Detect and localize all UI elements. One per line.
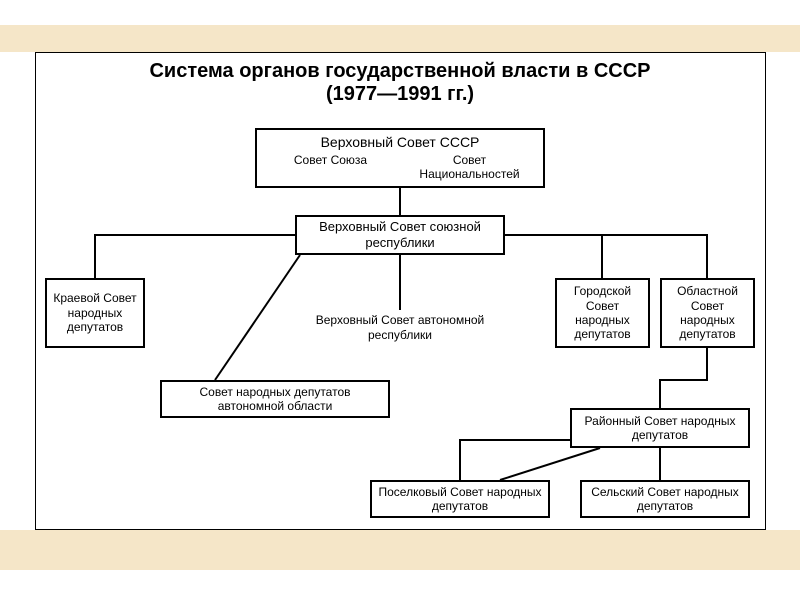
node-label: Районный Совет народных депутатов bbox=[576, 414, 744, 443]
node-label: Сельский Совет народных депутатов bbox=[586, 485, 744, 514]
node-label: Краевой Совет народных депутатов bbox=[51, 291, 139, 334]
sub-labels: Совет Союза Совет Национальностей bbox=[261, 153, 539, 182]
node-autonomous-oblast: Совет народных депутатов автономной обла… bbox=[160, 380, 390, 418]
sub-left: Совет Союза bbox=[264, 153, 397, 182]
node-label: Совет народных депутатов автономной обла… bbox=[166, 385, 384, 414]
node-raion: Районный Совет народных депутатов bbox=[570, 408, 750, 448]
node-supreme-republic: Верховный Совет союзной республики bbox=[295, 215, 505, 255]
node-poselok: Поселковый Совет народных депутатов bbox=[370, 480, 550, 518]
bg-stripe-bottom bbox=[0, 530, 800, 570]
diagram-title: Система органов государственной власти в… bbox=[0, 60, 800, 106]
node-city: Городской Совет народных депутатов bbox=[555, 278, 650, 348]
node-label: Верховный Совет автономной республики bbox=[294, 313, 506, 342]
title-line2: (1977—1991 гг.) bbox=[0, 83, 800, 106]
node-selo: Сельский Совет народных депутатов bbox=[580, 480, 750, 518]
node-label: Верховный Совет СССР bbox=[261, 134, 539, 151]
node-krai: Краевой Совет народных депутатов bbox=[45, 278, 145, 348]
bg-stripe-top bbox=[0, 25, 800, 52]
sub-right: Совет Национальностей bbox=[403, 153, 536, 182]
node-label: Городской Совет народных депутатов bbox=[561, 284, 644, 342]
node-oblast: Областной Совет народных депутатов bbox=[660, 278, 755, 348]
node-autonomous-republic: Верховный Совет автономной республики bbox=[290, 310, 510, 345]
node-label: Областной Совет народных депутатов bbox=[666, 284, 749, 342]
node-supreme-ussr: Верховный Совет СССР Совет Союза Совет Н… bbox=[255, 128, 545, 188]
title-line1: Система органов государственной власти в… bbox=[0, 60, 800, 83]
node-label: Поселковый Совет народных депутатов bbox=[376, 485, 544, 514]
node-label: Верховный Совет союзной республики bbox=[301, 219, 499, 250]
